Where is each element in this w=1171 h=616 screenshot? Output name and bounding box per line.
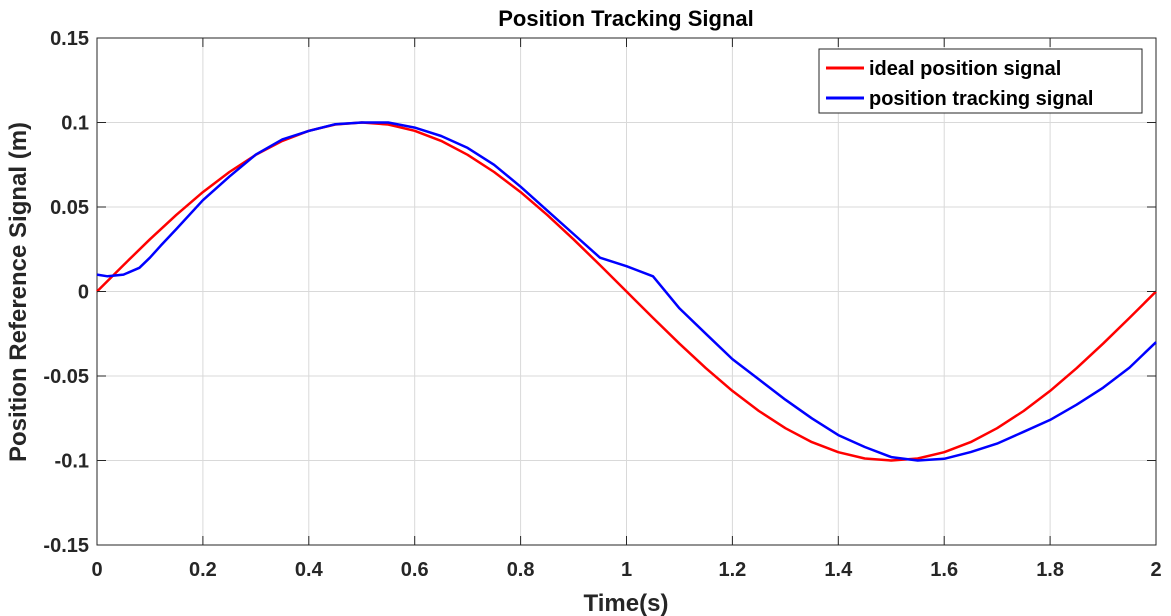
x-tick-label: 0.8 (507, 559, 535, 581)
legend-label-ideal: ideal position signal (869, 58, 1061, 80)
x-tick-label: 1.8 (1036, 559, 1064, 581)
y-tick-label: -0.1 (55, 451, 89, 473)
x-tick-label: 0 (91, 559, 102, 581)
series-line-tracking (96, 121, 1157, 462)
x-tick-label: 1.6 (930, 559, 958, 581)
chart-title: Position Tracking Signal (498, 6, 754, 31)
x-ticks: 0 0.2 0.4 0.6 0.8 1 1.2 1.4 1.6 1.8 2 (91, 38, 1162, 581)
x-tick-label: 0.2 (189, 559, 217, 581)
x-tick-label: 0.6 (401, 559, 429, 581)
legend-label-tracking: position tracking signal (869, 88, 1093, 110)
y-tick-label: 0.1 (61, 113, 89, 135)
x-tick-label: 1.2 (718, 559, 746, 581)
x-tick-label: 1 (621, 559, 632, 581)
x-tick-label: 2 (1150, 559, 1161, 581)
series-layer (96, 121, 1157, 462)
y-axis-label: Position Reference Signal (m) (5, 122, 32, 462)
y-tick-label: 0.05 (50, 197, 89, 219)
y-tick-label: -0.15 (43, 535, 89, 557)
y-ticks: -0.15 -0.1 -0.05 0 0.05 0.1 0.15 (43, 28, 1156, 557)
legend: ideal position signal position tracking … (818, 48, 1143, 114)
x-axis-label: Time(s) (584, 590, 669, 616)
y-tick-label: 0.15 (50, 28, 89, 50)
legend-box (818, 48, 1143, 114)
y-tick-label: -0.05 (43, 366, 89, 388)
x-tick-label: 0.4 (295, 559, 324, 581)
x-tick-label: 1.4 (824, 559, 853, 581)
y-tick-label: 0 (78, 282, 89, 304)
